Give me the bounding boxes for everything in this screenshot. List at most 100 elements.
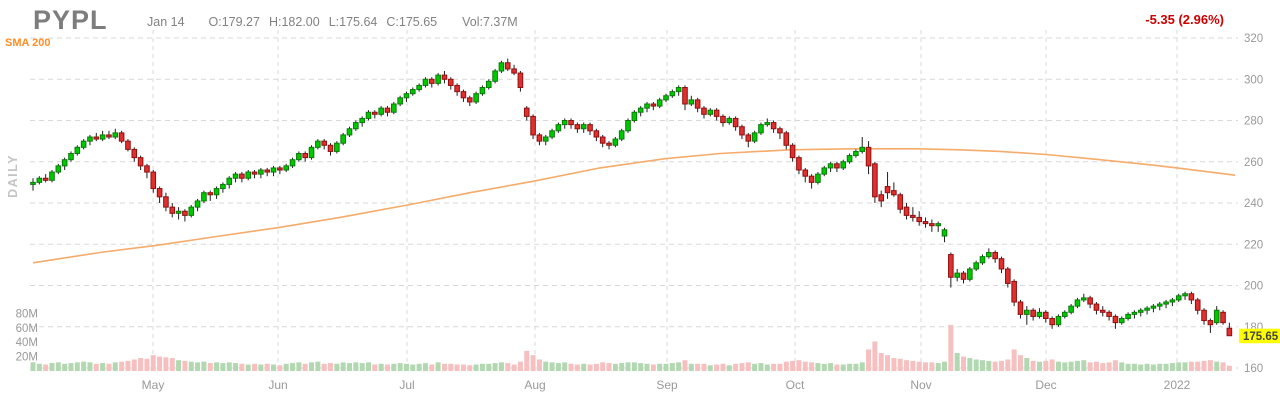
volume-bar[interactable] <box>587 364 593 371</box>
candle[interactable] <box>986 252 992 258</box>
volume-bar[interactable] <box>739 363 745 371</box>
volume-bar[interactable] <box>1093 361 1099 371</box>
candle[interactable] <box>593 130 600 138</box>
candle[interactable] <box>916 216 923 223</box>
volume-bar[interactable] <box>935 363 941 371</box>
candle[interactable] <box>36 177 43 183</box>
candle[interactable] <box>479 87 486 95</box>
volume-bar[interactable] <box>669 363 675 371</box>
candle[interactable] <box>485 80 492 88</box>
candle[interactable] <box>1017 301 1024 315</box>
candle[interactable] <box>447 78 454 86</box>
candle[interactable] <box>315 140 321 148</box>
candle[interactable] <box>283 165 289 171</box>
volume-bar[interactable] <box>334 363 340 371</box>
candle[interactable] <box>466 97 473 103</box>
volume-bar[interactable] <box>942 361 948 371</box>
candle[interactable] <box>1213 309 1220 324</box>
candle[interactable] <box>1226 327 1233 337</box>
candle[interactable] <box>574 124 581 130</box>
candle[interactable] <box>296 153 302 161</box>
volume-bar[interactable] <box>384 364 390 371</box>
volume-bar[interactable] <box>302 363 308 371</box>
volume-bar[interactable] <box>505 363 511 371</box>
volume-bar[interactable] <box>43 364 49 371</box>
candle[interactable] <box>144 165 150 173</box>
candle[interactable] <box>346 128 353 136</box>
volume-bar[interactable] <box>74 362 80 371</box>
candle[interactable] <box>220 183 226 190</box>
volume-bar[interactable] <box>916 361 922 371</box>
candle[interactable] <box>74 146 81 154</box>
candle[interactable] <box>353 122 359 130</box>
volume-bar[interactable] <box>252 363 258 371</box>
candle[interactable] <box>992 252 998 260</box>
volume-bar[interactable] <box>347 363 352 371</box>
volume-bar[interactable] <box>600 362 606 371</box>
volume-bar[interactable] <box>1024 358 1030 371</box>
candle[interactable] <box>504 62 511 70</box>
candle[interactable] <box>587 124 593 132</box>
candle[interactable] <box>840 161 847 169</box>
volume-bar[interactable] <box>638 363 644 371</box>
candle[interactable] <box>1131 311 1138 315</box>
volume-bar[interactable] <box>315 361 321 371</box>
candle[interactable] <box>808 175 815 183</box>
volume-bar[interactable] <box>1220 362 1226 371</box>
candle[interactable] <box>422 78 429 86</box>
volume-bar[interactable] <box>1214 361 1220 371</box>
volume-bar[interactable] <box>815 363 821 371</box>
volume-bar[interactable] <box>441 363 447 371</box>
candle[interactable] <box>270 167 277 173</box>
volume-bar[interactable] <box>859 362 865 371</box>
candle[interactable] <box>568 120 574 126</box>
candle[interactable] <box>321 140 327 146</box>
candle[interactable] <box>68 153 74 161</box>
volume-bar[interactable] <box>796 360 802 371</box>
volume-bar[interactable] <box>290 363 296 371</box>
candle[interactable] <box>1074 299 1081 307</box>
volume-bar[interactable] <box>923 362 929 371</box>
volume-bar[interactable] <box>498 362 504 371</box>
volume-bar[interactable] <box>239 363 245 371</box>
volume-bar[interactable] <box>758 363 764 371</box>
candle[interactable] <box>580 124 587 130</box>
candle[interactable] <box>606 142 612 146</box>
volume-bar[interactable] <box>853 363 859 371</box>
volume-bar[interactable] <box>872 341 878 371</box>
volume-bar[interactable] <box>821 363 827 371</box>
candle[interactable] <box>99 134 106 140</box>
candle[interactable] <box>511 68 517 74</box>
volume-bar[interactable] <box>150 355 156 371</box>
candle[interactable] <box>682 87 688 105</box>
candle[interactable] <box>960 272 967 280</box>
candle[interactable] <box>55 165 62 173</box>
candle[interactable] <box>403 93 410 99</box>
volume-bar[interactable] <box>195 362 201 371</box>
volume-bar[interactable] <box>182 360 188 371</box>
volume-bar[interactable] <box>214 362 220 371</box>
volume-bars[interactable] <box>30 324 1232 371</box>
volume-bar[interactable] <box>49 363 55 371</box>
volume-bar[interactable] <box>1144 363 1150 371</box>
volume-bar[interactable] <box>701 363 707 371</box>
candle[interactable] <box>998 258 1005 270</box>
candle[interactable] <box>125 140 131 150</box>
volume-bar[interactable] <box>372 364 378 371</box>
volume-bar[interactable] <box>764 364 770 371</box>
volume-bar[interactable] <box>201 361 207 371</box>
candle[interactable] <box>182 210 188 216</box>
volume-bar[interactable] <box>676 362 682 371</box>
candle[interactable] <box>979 256 986 264</box>
candle[interactable] <box>42 177 49 181</box>
candle[interactable] <box>618 130 625 140</box>
volume-bar[interactable] <box>714 364 720 371</box>
volume-bar[interactable] <box>1036 361 1042 371</box>
candle[interactable] <box>783 132 790 146</box>
volume-bar[interactable] <box>283 363 289 371</box>
candle[interactable] <box>359 117 365 124</box>
volume-bar[interactable] <box>422 363 428 371</box>
volume-bar[interactable] <box>125 360 131 371</box>
volume-bar[interactable] <box>847 363 853 371</box>
volume-bar[interactable] <box>100 363 106 371</box>
